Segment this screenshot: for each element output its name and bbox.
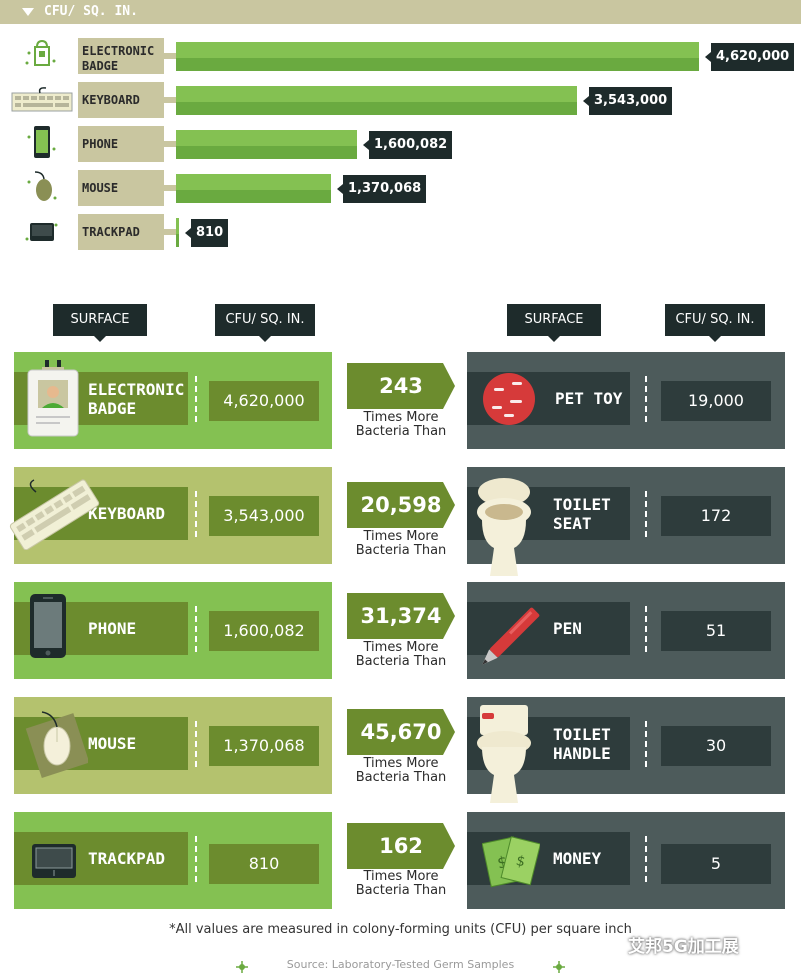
- bar-label-badge: ELECTRONIC BADGE: [78, 38, 164, 74]
- times-more-text: Times More: [363, 756, 439, 771]
- toilet-icon: [474, 703, 534, 811]
- comparison-right-value: 51: [661, 611, 771, 651]
- divider-dots: [195, 721, 197, 767]
- bar-connector: [164, 53, 176, 59]
- divider-dots: [645, 721, 647, 767]
- divider-dots: [195, 606, 197, 652]
- bar-mouse: [176, 174, 331, 203]
- money-icon: $ $: [481, 830, 542, 892]
- trackpad-icon: [18, 214, 64, 250]
- keyboard-icon: [8, 82, 76, 118]
- bar-label-keyboard: KEYBOARD: [78, 82, 164, 118]
- section-title: CFU/ SQ. IN.: [44, 4, 138, 19]
- bar-connector: [164, 141, 176, 147]
- comparison-left-value: 810: [209, 844, 319, 884]
- bar-phone: [176, 130, 357, 159]
- germ-icon: [236, 958, 248, 977]
- divider-dots: [195, 376, 197, 422]
- divider-dots: [195, 836, 197, 882]
- pet-toy-icon: [482, 372, 536, 430]
- bar-label-mouse: MOUSE: [78, 170, 164, 206]
- bar-value-mouse: 1,370,068: [336, 175, 427, 203]
- column-header-surface-left: SURFACE: [53, 304, 147, 342]
- bar-badge: [176, 42, 699, 71]
- arrow-right-icon: [347, 363, 455, 409]
- divider-dots: [195, 491, 197, 537]
- bar-value-keyboard: 3,543,000: [582, 87, 673, 115]
- times-more-text: Times More: [363, 869, 439, 884]
- times-more-number: 45,670: [360, 720, 442, 744]
- bacteria-than-text: Bacteria Than: [355, 424, 447, 439]
- times-more-text: Times More: [363, 529, 439, 544]
- comparison-left-value: 1,370,068: [209, 726, 319, 766]
- bar-connector: [164, 229, 176, 235]
- times-more-text: Times More: [363, 410, 439, 425]
- collapse-triangle-icon[interactable]: [22, 8, 34, 16]
- bar-value-phone: 1,600,082: [362, 131, 453, 159]
- keyboard-icon: [6, 470, 102, 554]
- times-more-number: 20,598: [360, 493, 442, 517]
- comparison-right-value: 19,000: [661, 381, 771, 421]
- bar-value-trackpad: 810: [184, 219, 229, 247]
- bar-label-phone: PHONE: [78, 126, 164, 162]
- bar-label-trackpad: TRACKPAD: [78, 214, 164, 250]
- bacteria-than-text: Bacteria Than: [355, 883, 447, 898]
- divider-dots: [645, 376, 647, 422]
- arrow-right-icon: [347, 482, 455, 528]
- section-header[interactable]: [0, 0, 801, 24]
- divider-dots: [645, 606, 647, 652]
- comparison-left-value: 1,600,082: [209, 611, 319, 651]
- divider-dots: [645, 836, 647, 882]
- arrow-right-icon: [347, 823, 455, 869]
- phone-icon: [18, 125, 64, 161]
- bacteria-than-text: Bacteria Than: [355, 654, 447, 669]
- source-text: Source: Laboratory-Tested Germ Samples: [286, 958, 515, 971]
- comparison-right-value: 5: [661, 844, 771, 884]
- germ-icon: [553, 958, 565, 977]
- bar-keyboard: [176, 86, 577, 115]
- divider-dots: [645, 491, 647, 537]
- bacteria-than-text: Bacteria Than: [355, 770, 447, 785]
- comparison-right-value: 172: [661, 496, 771, 536]
- times-more-number: 31,374: [360, 604, 442, 628]
- comparison-left-value: 4,620,000: [209, 381, 319, 421]
- badge-icon: [26, 360, 80, 444]
- bacteria-than-text: Bacteria Than: [355, 543, 447, 558]
- arrow-right-icon: [347, 709, 455, 755]
- arrow-right-icon: [347, 593, 455, 639]
- pen-icon: [474, 602, 544, 678]
- bar-value-badge: 4,620,000: [704, 43, 795, 71]
- times-more-number: 243: [379, 374, 423, 398]
- phone-icon: [28, 592, 68, 664]
- column-header-surface-right: SURFACE: [507, 304, 601, 342]
- bar-connector: [164, 97, 176, 103]
- trackpad-icon: [30, 842, 78, 884]
- column-header-cfu-left: CFU/ SQ. IN.: [215, 304, 315, 342]
- mouse-icon: [18, 168, 64, 204]
- bar-connector: [164, 185, 176, 191]
- mouse-icon: [24, 704, 90, 784]
- column-header-cfu-right: CFU/ SQ. IN.: [665, 304, 765, 342]
- comparison-right-value: 30: [661, 726, 771, 766]
- badge-icon: [18, 38, 64, 74]
- bar-trackpad: [176, 218, 179, 247]
- times-more-number: 162: [379, 834, 423, 858]
- footnote: *All values are measured in colony-formi…: [169, 922, 632, 937]
- watermark: 艾邦5G加工展: [628, 937, 739, 957]
- toilet-icon: [474, 476, 534, 584]
- times-more-text: Times More: [363, 640, 439, 655]
- comparison-left-value: 3,543,000: [209, 496, 319, 536]
- svg-text:$: $: [514, 853, 527, 871]
